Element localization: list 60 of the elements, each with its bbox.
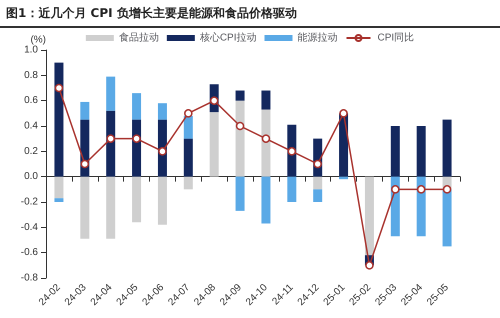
bar <box>54 198 64 202</box>
point <box>442 185 452 194</box>
y-tick-label: 0.4 <box>24 120 38 132</box>
bar <box>184 116 193 139</box>
legend-label: 食品拉动 <box>118 32 159 44</box>
bar <box>287 176 296 202</box>
bar <box>236 176 245 211</box>
bar <box>106 176 116 239</box>
y-tick-label: 0.8 <box>24 70 38 81</box>
bar <box>416 126 426 177</box>
y-tick-label: 0.0 <box>24 171 38 182</box>
bar <box>261 90 270 110</box>
point <box>313 160 322 168</box>
y-tick-label: -0.2 <box>20 196 38 208</box>
y-tick-label: 0.6 <box>24 95 38 106</box>
point <box>288 147 296 156</box>
bar <box>236 90 245 101</box>
bar <box>158 176 167 225</box>
point <box>365 261 374 270</box>
bar <box>54 176 64 198</box>
bar <box>313 189 322 202</box>
bar <box>390 126 400 177</box>
point <box>80 160 90 168</box>
bar <box>80 102 90 120</box>
y-tick-label: 1.0 <box>24 44 38 56</box>
point <box>132 134 141 143</box>
y-tick-label: -0.8 <box>20 272 38 284</box>
bar <box>54 62 64 177</box>
y-axis-title: (%) <box>30 34 46 46</box>
bar <box>106 76 116 111</box>
bar <box>236 100 245 177</box>
bar <box>132 176 142 222</box>
bar <box>184 138 193 177</box>
bar <box>184 176 193 190</box>
chart-title: 图1：近几个月 CPI 负增长主要是能源和食品价格驱动 <box>0 0 500 28</box>
point <box>54 84 64 92</box>
bar <box>364 176 374 256</box>
bar <box>210 112 219 177</box>
point <box>391 185 400 194</box>
bar <box>442 120 452 177</box>
bar <box>442 189 452 246</box>
bar <box>261 176 270 224</box>
y-tick-label: -0.6 <box>20 247 38 258</box>
legend-label: 能源拉动 <box>298 32 338 44</box>
point <box>158 147 167 156</box>
legend-label: 核心CPI拉动 <box>198 32 256 44</box>
bar <box>80 176 90 239</box>
point <box>416 185 426 194</box>
point <box>339 109 348 118</box>
bar <box>313 176 322 190</box>
point <box>236 122 244 130</box>
point <box>106 134 115 143</box>
bar <box>158 103 167 120</box>
point <box>184 109 193 118</box>
point <box>262 134 270 143</box>
y-tick-label: -0.4 <box>20 222 38 233</box>
bar <box>339 176 348 180</box>
legend-label: CPI同比 <box>378 32 414 44</box>
y-tick-label: 0.2 <box>24 146 38 157</box>
bar <box>132 93 142 120</box>
